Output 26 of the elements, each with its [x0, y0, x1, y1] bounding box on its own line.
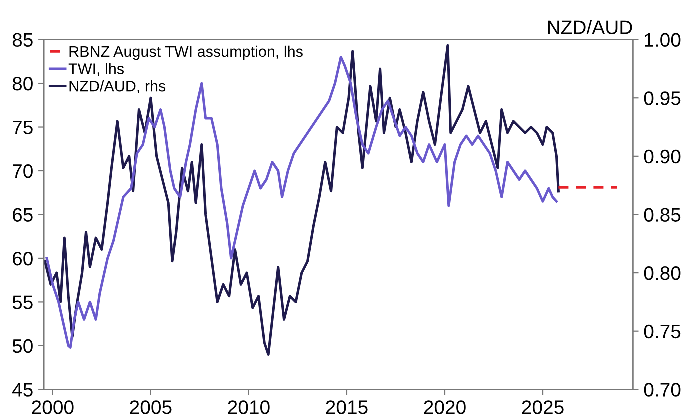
- y2-tick-label: 0.80: [644, 266, 681, 280]
- y-tick-label: 65: [13, 208, 33, 222]
- x-tick-label: 2025: [522, 400, 564, 414]
- y2-tick-label: 1.00: [645, 33, 681, 48]
- y-tick-label: 50: [12, 339, 33, 354]
- y-tick-label: 45: [12, 383, 33, 397]
- y-tick-label: 80: [12, 77, 33, 91]
- legend-label: RBNZ August TWI assumption, lhs: [70, 46, 303, 60]
- y2-tick-label: 0.70: [644, 383, 681, 397]
- y-tick-label: 75: [13, 120, 33, 135]
- x-tick-label: 2005: [130, 400, 172, 414]
- y-tick-label: 60: [13, 252, 33, 266]
- x-tick-label: 2015: [326, 400, 368, 414]
- y-tick-label: 70: [13, 164, 33, 178]
- legend-label: NZD/AUD, rhs: [70, 80, 166, 94]
- x-tick-label: 2020: [424, 400, 466, 414]
- legend-label: TWI, lhs: [68, 63, 124, 76]
- x-tick-label: 2000: [32, 400, 74, 414]
- y2-tick-label: 0.95: [644, 92, 681, 106]
- y2-tick-label: 0.90: [644, 150, 681, 164]
- x-tick-label: 2010: [228, 400, 270, 414]
- y-tick-label: 55: [12, 296, 33, 310]
- y-tick-label: 85: [12, 33, 33, 48]
- y2-axis-title: NZD/AUD: [548, 20, 632, 34]
- y2-tick-label: 0.75: [644, 324, 681, 339]
- y2-tick-label: 0.85: [644, 208, 681, 222]
